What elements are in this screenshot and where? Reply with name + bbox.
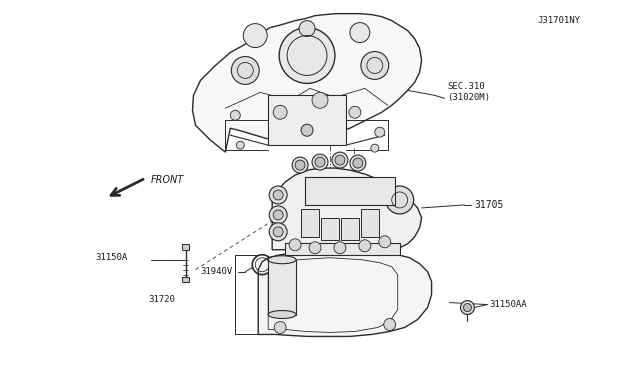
Circle shape xyxy=(359,240,371,252)
Circle shape xyxy=(273,190,283,200)
Bar xyxy=(361,209,379,237)
Circle shape xyxy=(371,144,379,152)
Circle shape xyxy=(295,160,305,170)
Circle shape xyxy=(312,154,328,170)
Circle shape xyxy=(335,155,345,165)
Circle shape xyxy=(269,186,287,204)
Circle shape xyxy=(332,152,348,168)
Polygon shape xyxy=(193,14,422,152)
Circle shape xyxy=(292,157,308,173)
Text: 31705: 31705 xyxy=(474,200,504,210)
Circle shape xyxy=(299,20,315,36)
Circle shape xyxy=(274,321,286,333)
Text: FRONT: FRONT xyxy=(150,175,184,185)
Circle shape xyxy=(463,304,472,311)
Circle shape xyxy=(273,210,283,220)
Circle shape xyxy=(243,23,267,48)
Circle shape xyxy=(309,242,321,254)
Circle shape xyxy=(273,105,287,119)
Text: 31720: 31720 xyxy=(148,295,175,304)
Bar xyxy=(182,277,189,282)
Circle shape xyxy=(334,242,346,254)
Circle shape xyxy=(236,141,244,149)
Circle shape xyxy=(231,57,259,84)
Bar xyxy=(341,218,359,240)
Bar xyxy=(268,260,296,314)
Circle shape xyxy=(289,239,301,251)
Circle shape xyxy=(384,318,396,330)
Circle shape xyxy=(375,127,385,137)
Circle shape xyxy=(350,155,366,171)
Text: 31150A: 31150A xyxy=(96,253,128,262)
Circle shape xyxy=(349,106,361,118)
Ellipse shape xyxy=(268,311,296,318)
Text: 31150AA: 31150AA xyxy=(490,300,527,309)
Bar xyxy=(321,218,339,240)
Circle shape xyxy=(379,236,391,248)
Circle shape xyxy=(315,157,325,167)
Circle shape xyxy=(350,23,370,42)
Circle shape xyxy=(353,158,363,168)
Circle shape xyxy=(269,223,287,241)
Ellipse shape xyxy=(268,256,296,264)
Circle shape xyxy=(386,186,413,214)
Circle shape xyxy=(361,51,388,79)
Circle shape xyxy=(301,124,313,136)
Text: 31940V: 31940V xyxy=(200,267,233,276)
Bar xyxy=(268,95,346,145)
Circle shape xyxy=(312,92,328,108)
Circle shape xyxy=(279,28,335,83)
Circle shape xyxy=(269,206,287,224)
Bar xyxy=(285,243,400,255)
Circle shape xyxy=(273,227,283,237)
Bar xyxy=(305,177,395,205)
Circle shape xyxy=(230,110,240,120)
Circle shape xyxy=(460,301,474,314)
Polygon shape xyxy=(258,252,431,336)
Bar xyxy=(301,209,319,237)
Bar xyxy=(182,244,189,250)
Text: J31701NY: J31701NY xyxy=(537,16,580,25)
Text: SEC.310
(31020M): SEC.310 (31020M) xyxy=(447,82,490,102)
Polygon shape xyxy=(272,168,422,255)
